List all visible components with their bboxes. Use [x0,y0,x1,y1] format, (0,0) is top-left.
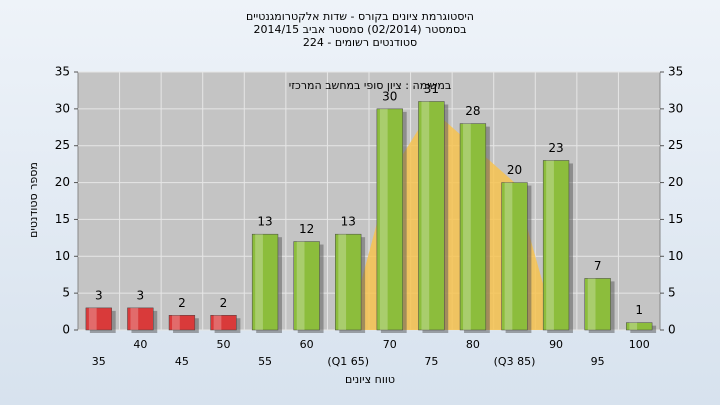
value-label: 3 [137,288,145,302]
bar [85,307,112,331]
bar [542,160,570,331]
value-label: 12 [299,222,314,236]
bar [376,108,403,331]
x-tick-label: 80 [466,338,480,351]
x-tick-label: 50 [217,338,231,351]
value-label: 7 [594,259,602,273]
x-tick-label: 70 [383,338,397,351]
y-tick-label: 10 [55,249,70,263]
bar-highlight [629,322,638,330]
bar-highlight [338,234,347,330]
bar [501,182,528,331]
x-tick-label: 95 [591,355,605,368]
value-label: 31 [424,82,439,96]
y2-tick-label: 25 [668,138,683,152]
y-tick-label: 35 [55,65,70,79]
x-tick-label: 100 [629,338,650,351]
bar [459,123,487,331]
bar-highlight [130,307,139,330]
bar-highlight [504,182,513,330]
x-tick-label: 40 [133,338,147,351]
bar [418,101,445,331]
y-axis-label: מספר סטודנטים [27,162,40,238]
y2-tick-label: 5 [668,286,676,300]
bar [335,233,362,331]
bar [127,307,154,331]
bar-highlight [172,315,180,330]
bar [626,322,653,331]
y2-tick-label: 10 [668,249,683,263]
annotation: במשימה : ציון סופי במחשב המרכזי [289,79,452,92]
bar [584,278,611,331]
x-axis-label: טווח ציונים [345,373,395,386]
value-label: 28 [465,104,480,118]
chart-subtitle: סטודנטים רשומים - 224 [303,36,417,49]
value-label: 1 [635,303,643,317]
bar-highlight [546,160,554,330]
x-tick-label: 45 [175,355,189,368]
y-tick-label: 30 [55,101,70,115]
x-tick-label: 60 [300,338,314,351]
y-tick-label: 20 [55,175,70,189]
bar [251,233,279,331]
bar-highlight [587,278,596,330]
x-tick-label: (Q3 85) [494,355,536,368]
value-label: 2 [178,296,186,310]
bar-highlight [463,123,471,330]
y2-tick-label: 20 [668,175,683,189]
bar [293,241,320,331]
value-label: 2 [220,296,228,310]
bar-highlight [379,108,388,330]
bar-highlight [88,307,97,330]
bar-highlight [296,241,305,330]
bar-highlight [213,315,222,330]
bar [210,315,237,331]
x-tick-label: (Q1 65) [327,355,369,368]
bar [168,315,196,331]
chart-title: היסטוגרמת ציונים בקורס - שדות אלקטרומגנט… [246,10,474,23]
value-label: 3 [95,288,103,302]
y-tick-label: 15 [55,212,70,226]
value-label: 30 [382,89,397,103]
chart-subtitle: בסמסטר (02/2014) סמסטר אביב 2014/15 [253,23,466,36]
value-label: 13 [257,215,272,229]
bar-highlight [421,101,430,330]
y-tick-label: 5 [62,286,70,300]
x-tick-label: 55 [258,355,272,368]
x-tick-label: 90 [549,338,563,351]
y-tick-label: 25 [55,138,70,152]
value-label: 20 [507,163,522,177]
x-tick-label: 75 [424,355,438,368]
y-tick-label: 0 [62,323,70,337]
y2-tick-label: 35 [668,65,683,79]
y2-tick-label: 15 [668,212,683,226]
value-label: 13 [341,215,356,229]
x-tick-label: 35 [92,355,106,368]
y2-tick-label: 0 [668,323,676,337]
bar-highlight [255,234,263,330]
value-label: 23 [548,141,563,155]
y2-tick-label: 30 [668,101,683,115]
